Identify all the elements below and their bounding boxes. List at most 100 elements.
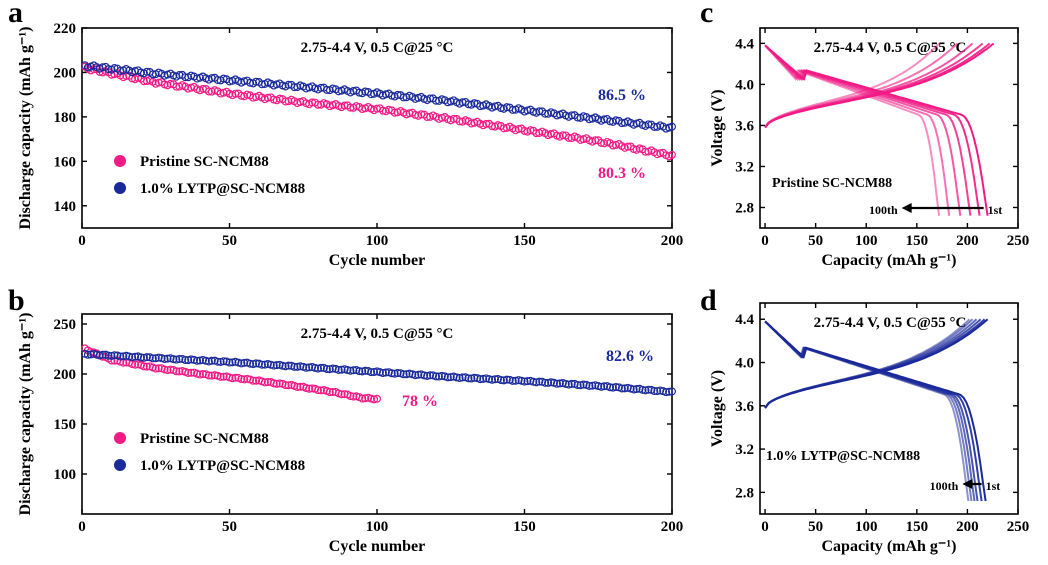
data-point	[378, 106, 387, 115]
data-point	[414, 370, 423, 379]
legend-marker-pristine	[114, 432, 126, 444]
test-condition-label: 2.75-4.4 V, 0.5 C@55 °C	[301, 326, 454, 342]
legend-label-coated: 1.0% LYTP@SC-NCM88	[140, 181, 305, 197]
data-point	[322, 364, 331, 373]
data-point	[187, 355, 196, 364]
arrow-start-label: 100th	[930, 479, 959, 493]
data-point	[160, 365, 169, 374]
data-point	[216, 372, 225, 381]
data-point	[131, 360, 140, 369]
data-point	[547, 378, 556, 387]
data-point	[249, 376, 258, 385]
x-tick-label: 200	[661, 519, 684, 535]
test-condition-label: 2.75-4.4 V, 0.5 C@55 °C	[814, 40, 967, 56]
data-point	[328, 388, 337, 397]
data-point	[337, 390, 346, 399]
data-point	[532, 378, 541, 387]
data-point	[585, 381, 594, 390]
sample-label: Pristine SC-NCM88	[772, 176, 892, 191]
data-point	[573, 113, 582, 122]
arrow-head-icon	[962, 479, 973, 489]
plot-frame	[81, 27, 673, 229]
data-point	[296, 382, 305, 391]
data-point	[511, 376, 520, 385]
data-point	[204, 87, 213, 96]
sample-label: 1.0% LYTP@SC-NCM88	[766, 449, 920, 464]
panel-letter-a: a	[8, 0, 23, 29]
panel-c: c 0 50 100 150 200 250 2.8 3.2 3.6 4.0 4.4 Capacity …	[700, 0, 1029, 269]
data-point	[508, 376, 517, 385]
y-tick-label: 250	[54, 317, 77, 333]
data-point	[260, 378, 269, 387]
test-condition-label: 2.75-4.4 V, 0.5 C@25 °C	[301, 40, 454, 56]
plot-frame	[81, 313, 673, 515]
data-point	[272, 379, 281, 388]
data-point	[257, 360, 266, 369]
data-point	[219, 357, 228, 366]
data-point	[207, 371, 216, 380]
data-point	[579, 380, 588, 389]
data-point	[387, 369, 396, 378]
x-axis-title: Cycle number	[329, 252, 425, 269]
data-point	[201, 356, 210, 365]
data-point	[172, 82, 181, 91]
y-axis-title: Discharge capacity (mAh g⁻¹)	[17, 27, 34, 230]
data-point	[423, 371, 432, 380]
data-point	[638, 385, 647, 394]
data-point	[346, 103, 355, 112]
arrow-end-label: 1st	[986, 479, 1001, 493]
legend-marker-pristine	[114, 155, 126, 167]
x-tick-label: 200	[956, 519, 979, 535]
data-point	[305, 363, 314, 372]
data-point	[172, 367, 181, 376]
y-tick-label: 100	[54, 467, 77, 483]
data-point	[361, 366, 370, 375]
data-point	[231, 373, 240, 382]
data-point	[373, 394, 382, 403]
data-point	[564, 133, 573, 142]
data-point	[491, 375, 500, 384]
data-point	[154, 364, 163, 373]
data-point	[281, 381, 290, 390]
data-point	[367, 368, 376, 377]
data-point	[411, 371, 420, 380]
data-point	[476, 375, 485, 384]
x-tick-label: 100	[855, 233, 878, 249]
data-point	[154, 353, 163, 362]
data-point	[496, 376, 505, 385]
panel-d: d 0 50 100 150 200 250 2.8 3.2 3.6 4.0 4.4 Capacity …	[700, 284, 1029, 555]
data-point	[464, 374, 473, 383]
y-tick-label: 3.2	[735, 159, 754, 175]
data-point	[608, 383, 617, 392]
x-tick-label: 100	[366, 233, 389, 249]
data-point	[446, 373, 455, 382]
data-point	[305, 384, 314, 393]
data-point	[464, 100, 473, 109]
data-point	[667, 122, 676, 131]
data-point	[246, 78, 255, 87]
legend-marker-coated	[114, 182, 126, 194]
data-point	[393, 369, 402, 378]
data-point	[355, 88, 364, 97]
data-point	[426, 371, 435, 380]
data-point	[269, 361, 278, 370]
data-point	[198, 370, 207, 379]
data-point	[644, 385, 653, 394]
data-point	[311, 363, 320, 372]
data-point	[653, 387, 662, 396]
data-point	[361, 394, 370, 403]
legend-marker-coated	[114, 459, 126, 471]
data-point	[402, 370, 411, 379]
data-point	[576, 381, 585, 390]
data-point	[272, 361, 281, 370]
data-point	[432, 372, 441, 381]
y-axis-title: Voltage (V)	[709, 89, 726, 166]
data-point	[187, 368, 196, 377]
data-point	[219, 372, 228, 381]
data-point	[488, 375, 497, 384]
retention-label-coated: 82.6 %	[606, 348, 654, 365]
data-point	[470, 373, 479, 382]
data-point	[458, 373, 467, 382]
test-condition-label: 2.75-4.4 V, 0.5 C@55 °C	[814, 315, 967, 331]
data-point	[169, 355, 178, 364]
